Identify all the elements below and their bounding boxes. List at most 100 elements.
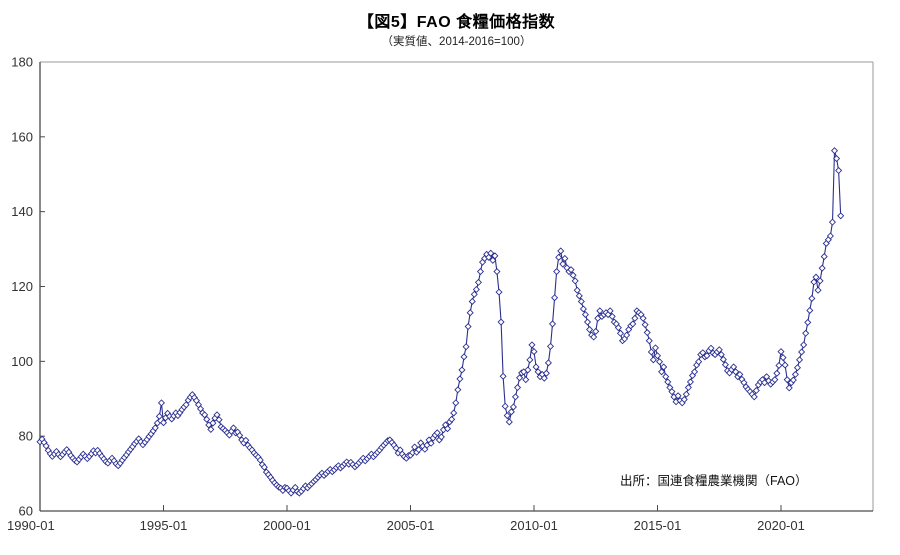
data-point-marker: [555, 253, 563, 261]
data-point-marker: [569, 271, 577, 279]
data-point-marker: [462, 343, 470, 351]
data-point-marker: [491, 252, 499, 260]
data-markers: [36, 147, 845, 497]
data-point-marker: [505, 418, 513, 426]
data-point-marker: [470, 290, 478, 298]
data-point-marker: [818, 264, 826, 272]
data-point-marker: [653, 352, 662, 360]
data-point-marker: [551, 294, 559, 302]
data-point-marker: [684, 383, 692, 392]
data-point-marker: [789, 376, 797, 384]
source-note: 出所：国連食糧農業機関（FAO）: [620, 474, 808, 488]
data-point-marker: [680, 395, 688, 404]
chart-subtitle: （実質値、2014-2016=100）: [381, 36, 532, 48]
data-point-marker: [207, 425, 215, 433]
data-point-marker: [835, 166, 843, 175]
data-point-marker: [775, 361, 783, 369]
data-point-marker: [668, 388, 676, 396]
data-point-marker: [826, 232, 834, 240]
data-point-marker: [686, 378, 694, 386]
data-point-marker: [752, 386, 760, 395]
data-point-marker: [151, 424, 159, 432]
data-point-marker: [499, 372, 507, 380]
data-point-marker: [736, 370, 744, 378]
data-point-marker: [750, 393, 758, 401]
data-point-marker: [203, 415, 211, 423]
data-point-marker: [411, 443, 419, 451]
data-point-marker: [42, 442, 50, 450]
y-axis-tick-label: 180: [11, 55, 33, 70]
data-point-marker: [660, 363, 668, 371]
data-point-marker: [476, 267, 485, 276]
data-point-marker: [590, 333, 598, 341]
data-point-marker: [579, 305, 587, 313]
data-point-marker: [546, 342, 555, 350]
y-axis-tick-label: 120: [11, 279, 33, 294]
data-point-marker: [715, 346, 723, 354]
plot-frame: [39, 61, 874, 512]
data-point-marker: [808, 294, 816, 303]
data-point-marker: [629, 320, 637, 328]
y-axis-tick-label: 60: [19, 504, 33, 519]
data-point-marker: [658, 368, 666, 376]
data-point-marker: [800, 341, 808, 349]
data-point-marker: [501, 402, 509, 410]
data-point-marker: [528, 341, 536, 349]
y-axis-tick-label: 140: [11, 204, 33, 219]
data-point-marker: [450, 409, 458, 417]
data-point-marker: [157, 399, 165, 407]
data-point-marker: [201, 411, 209, 419]
data-point-marker: [513, 383, 522, 392]
data-point-marker: [444, 425, 452, 433]
data-point-marker: [682, 390, 690, 398]
data-point-marker: [433, 429, 441, 437]
data-point-marker: [631, 314, 639, 322]
data-point-marker: [773, 369, 781, 377]
data-point-marker: [468, 297, 476, 306]
data-point-marker: [532, 363, 540, 371]
data-point-marker: [260, 463, 268, 471]
data-point-marker: [583, 318, 592, 326]
data-point-marker: [489, 256, 497, 264]
data-point-marker: [695, 358, 703, 366]
data-point-marker: [641, 321, 649, 329]
data-point-marker: [623, 331, 631, 339]
data-point-marker: [487, 249, 495, 257]
data-point-marker: [608, 312, 616, 320]
data-point-marker: [586, 325, 594, 334]
data-point-marker: [215, 416, 223, 424]
data-point-marker: [719, 355, 727, 363]
data-point-marker: [522, 376, 530, 384]
data-point-marker: [793, 364, 802, 372]
x-axis-tick-label: 1990-01: [7, 518, 55, 533]
data-point-marker: [474, 278, 482, 286]
data-point-marker: [495, 288, 503, 296]
x-axis-tick-label: 2005-01: [387, 518, 435, 533]
data-point-marker: [781, 361, 789, 369]
data-point-marker: [651, 344, 659, 352]
data-point-marker: [730, 363, 738, 371]
data-point-marker: [548, 320, 557, 328]
data-point-marker: [530, 348, 538, 356]
data-point-marker: [511, 393, 520, 401]
data-point-marker: [567, 266, 575, 274]
data-point-marker: [559, 260, 567, 268]
x-axis-tick-label: 1995-01: [140, 518, 188, 533]
data-point-marker: [798, 348, 806, 356]
data-point-marker: [777, 348, 785, 356]
data-point-marker: [236, 431, 244, 439]
data-point-marker: [526, 356, 534, 364]
data-point-marker: [785, 384, 793, 392]
data-point-marker: [557, 247, 565, 255]
data-point-marker: [810, 278, 818, 286]
chart-title: 【図5】FAO 食糧価格指数: [357, 14, 556, 31]
data-point-marker: [509, 403, 517, 411]
data-point-marker: [816, 277, 824, 285]
y-axis-tick-label: 80: [19, 429, 33, 444]
data-point-marker: [497, 318, 505, 326]
data-point-marker: [561, 254, 569, 262]
data-point-marker: [707, 344, 715, 352]
data-point-marker: [573, 286, 581, 294]
data-point-marker: [643, 328, 651, 337]
